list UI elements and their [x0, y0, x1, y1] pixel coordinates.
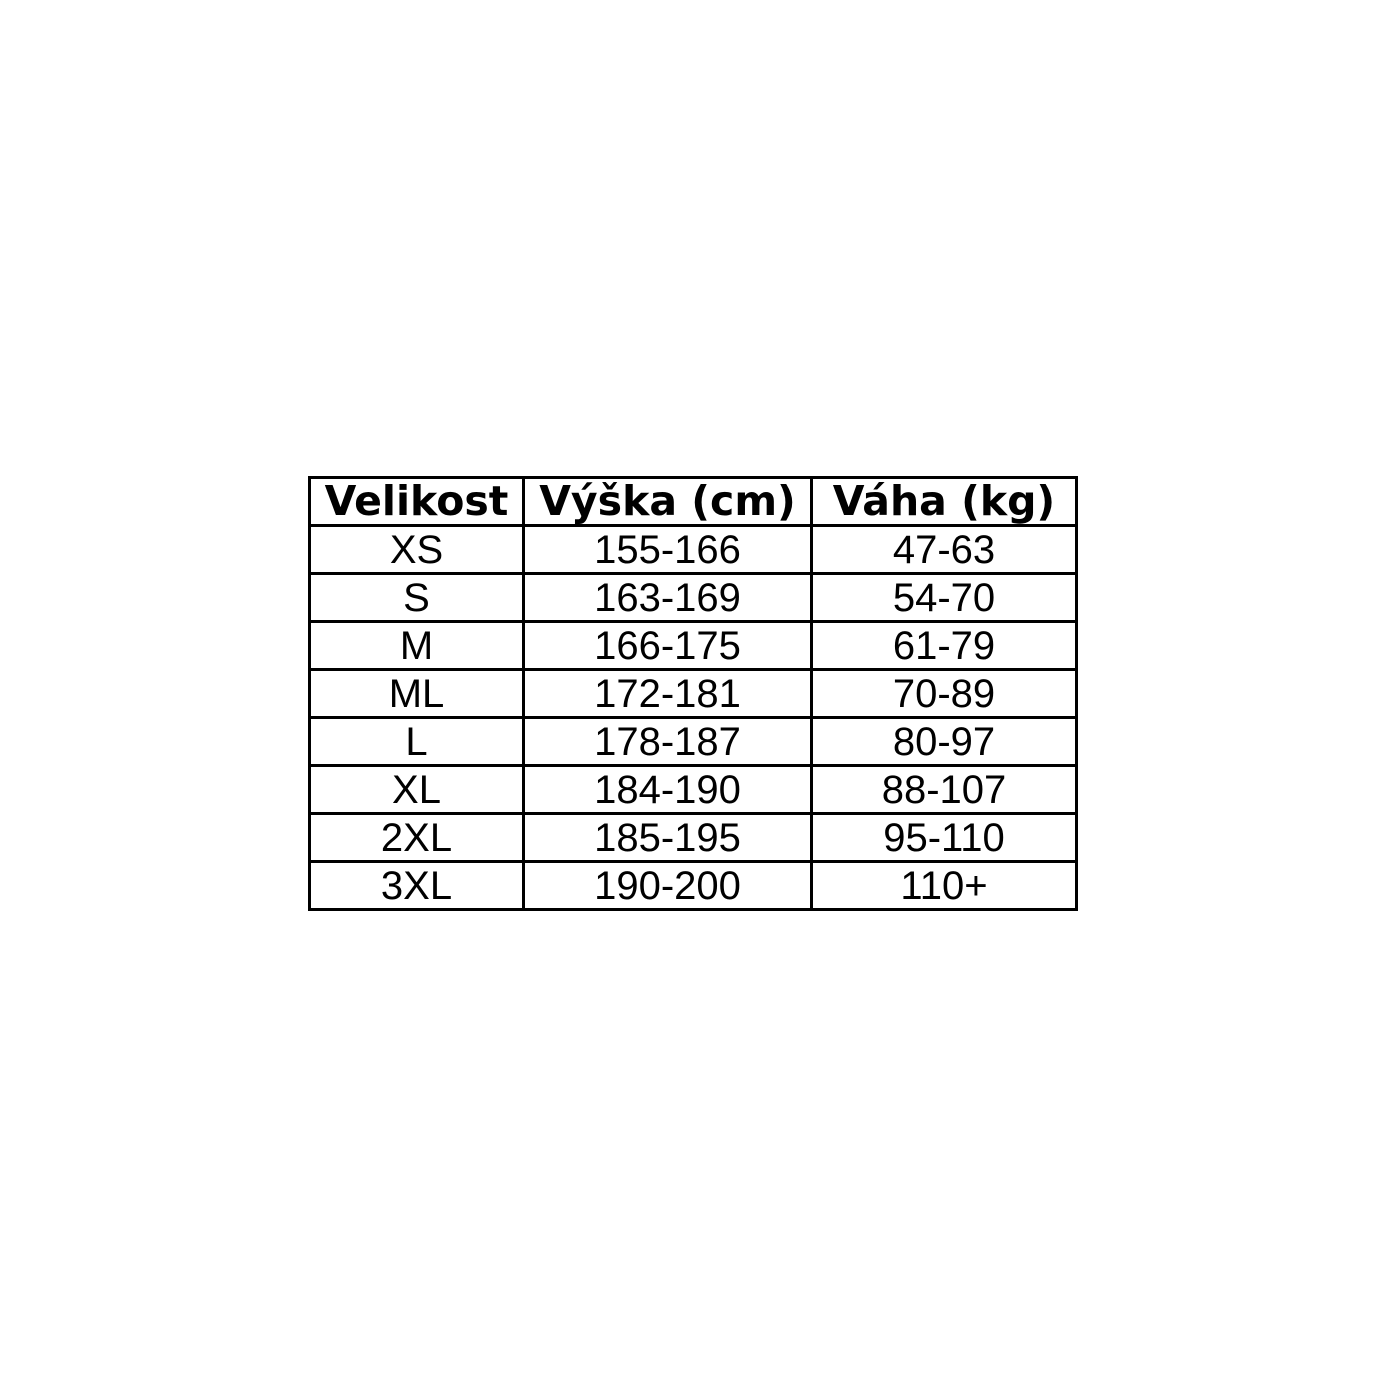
cell-height: 190-200 [522, 860, 813, 911]
cell-size: L [308, 716, 525, 767]
table-row-s: S 163-169 54-70 [308, 572, 1078, 623]
cell-height: 178-187 [522, 716, 813, 767]
header-cell-size: Velikost [308, 476, 525, 527]
cell-weight: 54-70 [810, 572, 1078, 623]
cell-height: 163-169 [522, 572, 813, 623]
cell-height: 185-195 [522, 812, 813, 863]
cell-size: M [308, 620, 525, 671]
cell-size: XL [308, 764, 525, 815]
table-row-xs: XS 155-166 47-63 [308, 524, 1078, 575]
cell-size: XS [308, 524, 525, 575]
cell-weight: 61-79 [810, 620, 1078, 671]
size-chart-header: Velikost Výška (cm) Váha (kg) [308, 476, 1078, 527]
cell-weight: 47-63 [810, 524, 1078, 575]
table-row-2xl: 2XL 185-195 95-110 [308, 812, 1078, 863]
cell-weight: 88-107 [810, 764, 1078, 815]
cell-size: 2XL [308, 812, 525, 863]
table-row-l: L 178-187 80-97 [308, 716, 1078, 767]
table-row-m: M 166-175 61-79 [308, 620, 1078, 671]
size-chart-table: Velikost Výška (cm) Váha (kg) XS 155-166… [308, 476, 1078, 911]
table-row-ml: ML 172-181 70-89 [308, 668, 1078, 719]
size-chart-body: XS 155-166 47-63 S 163-169 54-70 M 166-1… [308, 524, 1078, 911]
cell-height: 172-181 [522, 668, 813, 719]
cell-height: 184-190 [522, 764, 813, 815]
cell-height: 166-175 [522, 620, 813, 671]
table-row-3xl: 3XL 190-200 110+ [308, 860, 1078, 911]
cell-size: ML [308, 668, 525, 719]
cell-size: S [308, 572, 525, 623]
table-row-xl: XL 184-190 88-107 [308, 764, 1078, 815]
header-cell-weight: Váha (kg) [810, 476, 1078, 527]
cell-size: 3XL [308, 860, 525, 911]
cell-weight: 95-110 [810, 812, 1078, 863]
cell-weight: 80-97 [810, 716, 1078, 767]
header-row: Velikost Výška (cm) Váha (kg) [308, 476, 1078, 527]
cell-weight: 70-89 [810, 668, 1078, 719]
cell-weight: 110+ [810, 860, 1078, 911]
cell-height: 155-166 [522, 524, 813, 575]
header-cell-height: Výška (cm) [522, 476, 813, 527]
